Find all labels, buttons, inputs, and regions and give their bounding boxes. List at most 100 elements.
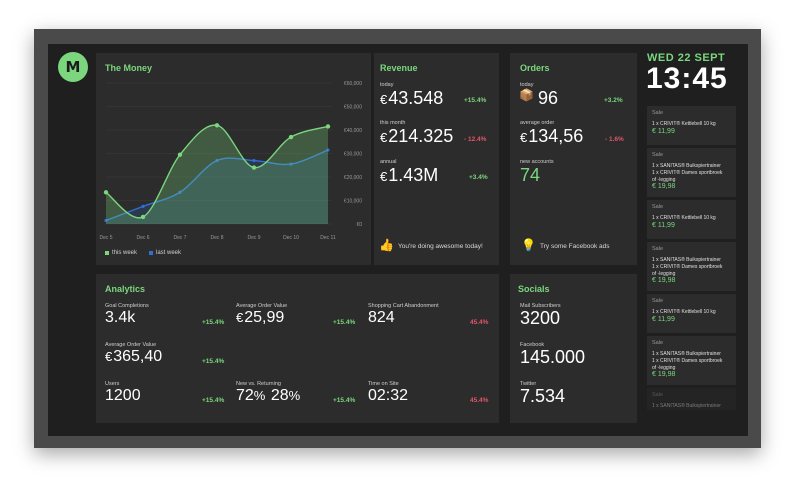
revenue-note: You're doing awesome today! — [398, 243, 483, 250]
sale-item: 1 x CRIVIT® Kettlebell 10 kg — [652, 121, 716, 127]
x-tick-label: Dec 9 — [247, 235, 260, 241]
area-last-week — [106, 149, 328, 224]
goal-completions-change: +15.4% — [202, 319, 225, 326]
sale-item: of -legging — [652, 177, 676, 183]
new-vs-returning-value: 72% 28% — [236, 387, 301, 404]
aov-change: +15.4% — [333, 319, 356, 326]
orders-avg-change: - 1.6% — [605, 136, 624, 143]
legend-label-this-week: this week — [112, 250, 138, 256]
package-icon: 📦 — [519, 88, 534, 102]
sale-card: Sale 1 x SANITAS® Buikspiertrainer 1 x C… — [647, 242, 736, 291]
time-on-site-label: Time on Site — [368, 381, 399, 387]
sale-card: Sale 1 x SANITAS® Buikspiertrainer 1 x C… — [647, 336, 736, 385]
lightbulb-icon: 💡 — [521, 238, 536, 252]
sale-item: 1 x CRIVIT® Dames sportbroek — [652, 358, 723, 364]
y-tick-label: €0 — [356, 222, 362, 228]
mail-subscribers-label: Mail Subscribers — [520, 303, 561, 309]
orders-accounts-value: 74 — [520, 165, 541, 185]
clock-date: WED 22 SEPT — [647, 52, 726, 64]
users-value: 1200 — [105, 387, 141, 404]
revenue-today-value: €43.548 — [380, 88, 444, 108]
point-last-week — [289, 162, 293, 166]
legend-swatch-last-week — [149, 251, 153, 255]
sale-card: Sale 1 x CRIVIT® Kettlebell 10 kg € 11,9… — [647, 106, 736, 145]
sale-card: Sale 1 x SANITAS® Buikspiertrainer — [647, 388, 736, 410]
point-last-week — [326, 148, 330, 152]
thumbs-up-icon: 👍 — [379, 238, 394, 252]
sale-item: 1 x CRIVIT® Kettlebell 10 kg — [652, 215, 716, 221]
sale-price: € 19,98 — [652, 183, 676, 190]
revenue-annual-value: €1.43M — [380, 165, 439, 185]
y-tick-label: €40,000 — [344, 128, 362, 134]
socials-panel: Socials Mail Subscribers 3200 Facebook 1… — [510, 274, 637, 423]
legend-swatch-this-week — [105, 251, 109, 255]
sale-item: 1 x SANITAS® Buikspiertrainer — [652, 257, 721, 263]
legend-last-week: last week — [149, 250, 181, 256]
sale-label: Sale — [652, 340, 664, 346]
sale-card: Sale 1 x CRIVIT® Kettlebell 10 kg € 11,9… — [647, 294, 736, 333]
sale-item: of -legging — [652, 271, 676, 277]
new-vs-returning-label: New vs. Returning — [236, 381, 281, 387]
users-label: Users — [105, 381, 120, 387]
point-last-week — [178, 190, 182, 194]
sale-price: € 11,99 — [652, 222, 675, 229]
point-last-week — [104, 218, 108, 223]
area-this-week — [106, 125, 328, 224]
twitter-value: 7.534 — [520, 386, 566, 406]
socials-title: Socials — [518, 284, 550, 294]
aov-label: Average Order Value — [236, 303, 288, 309]
orders-today-label: today — [520, 82, 534, 88]
sale-label: Sale — [652, 298, 664, 304]
sale-label: Sale — [652, 152, 664, 158]
revenue-title: Revenue — [380, 63, 418, 73]
sale-item: 1 x SANITAS® Buikspiertrainer — [652, 351, 721, 357]
sale-price: € 11,99 — [652, 128, 675, 135]
aov2-change: +15.4% — [202, 358, 225, 365]
x-tick-label: Dec 7 — [173, 235, 186, 241]
aov-value: €25,99 — [236, 309, 285, 326]
aov2-value: €365,40 — [105, 348, 163, 365]
revenue-today-label: today — [380, 82, 394, 88]
cart-abandon-value: 824 — [368, 309, 395, 326]
mail-subscribers-value: 3200 — [520, 308, 561, 328]
sale-item: 1 x SANITAS® Buikspiertrainer — [652, 163, 721, 169]
sale-item: 1 x CRIVIT® Kettlebell 10 kg — [652, 309, 716, 315]
money-title: The Money — [105, 63, 153, 73]
revenue-annual-change: +3.4% — [469, 174, 488, 181]
aov2-label: Average Order Value — [105, 342, 157, 348]
sale-label: Sale — [652, 204, 664, 210]
users-change: +15.4% — [202, 397, 225, 404]
point-last-week — [215, 158, 219, 163]
sale-label: Sale — [652, 110, 664, 116]
sale-item: 1 x CRIVIT® Dames sportbroek — [652, 264, 723, 270]
point-this-week — [177, 152, 183, 157]
x-tick-label: Dec 8 — [210, 235, 223, 241]
x-tick-label: Dec 10 — [283, 235, 299, 241]
revenue-panel: Revenue today €43.548 +15.4% this month … — [374, 53, 499, 265]
analytics-title: Analytics — [105, 284, 146, 294]
x-tick-label: Dec 6 — [136, 235, 149, 241]
money-logo-icon: M — [58, 52, 88, 82]
new-vs-returning-change: +15.4% — [333, 397, 356, 404]
sale-item: of -legging — [652, 365, 676, 371]
sale-item: 1 x CRIVIT® Dames sportbroek — [652, 170, 723, 176]
y-tick-label: €50,000 — [344, 105, 362, 111]
y-tick-label: €10,000 — [344, 199, 362, 205]
x-tick-label: Dec 5 — [99, 235, 112, 241]
revenue-month-change: - 12.4% — [464, 136, 487, 143]
facebook-value: 145.000 — [520, 347, 586, 367]
sale-card: Sale 1 x CRIVIT® Kettlebell 10 kg € 11,9… — [647, 200, 736, 239]
orders-avg-label: average order — [520, 120, 555, 126]
orders-accounts-label: new accounts — [520, 159, 554, 165]
time-on-site-value: 02:32 — [368, 387, 409, 404]
orders-title: Orders — [520, 63, 550, 73]
orders-panel: Orders today 📦 96 +3.2% average order €1… — [510, 53, 637, 265]
orders-today-value: 96 — [538, 88, 559, 108]
revenue-today-change: +15.4% — [464, 97, 487, 104]
cart-abandon-change: 45.4% — [470, 319, 489, 326]
analytics-panel: Analytics Goal Completions 3.4k +15.4% A… — [96, 274, 499, 423]
facebook-label: Facebook — [520, 342, 545, 348]
sale-label: Sale — [652, 246, 664, 252]
point-last-week — [141, 204, 145, 208]
sale-label: Sale — [652, 392, 664, 398]
